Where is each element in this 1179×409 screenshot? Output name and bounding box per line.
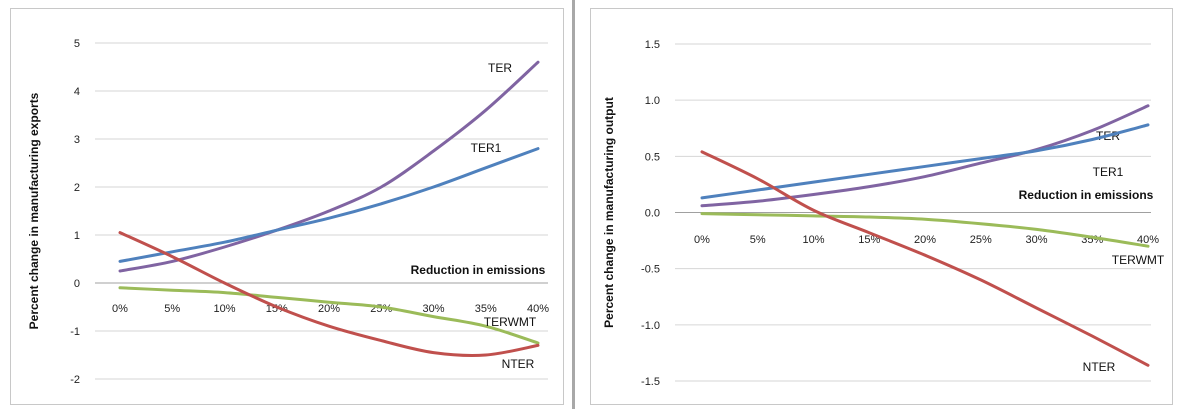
- left-ytick-label-5: 3: [74, 134, 80, 146]
- right-ytick-label-6: 1.5: [645, 39, 660, 51]
- left-ytick-label-4: 2: [74, 182, 80, 194]
- right-xtick-label-0: 0%: [694, 234, 710, 246]
- left-y-axis-label: Percent change in manufacturing exports: [27, 92, 41, 329]
- right-xtick-label-3: 15%: [858, 234, 880, 246]
- left-ytick-label-3: 1: [74, 230, 80, 242]
- panel-divider: [572, 0, 575, 409]
- left-series-label-terwmt: TERWMT: [484, 315, 537, 329]
- right-xtick-label-8: 40%: [1137, 234, 1159, 246]
- right-x-axis-label: Reduction in emissions: [1019, 188, 1154, 202]
- left-xtick-label-0: 0%: [112, 303, 128, 315]
- left-ytick-label-0: -2: [70, 374, 80, 386]
- left-xtick-label-4: 20%: [318, 303, 340, 315]
- left-xtick-label-1: 5%: [164, 303, 180, 315]
- right-chart-svg: -1.5 -1.0 -0.5 0.0 0.5 1.0 1.5 0% 5% 10% 15% 20% 25%…: [602, 39, 1165, 388]
- left-ytick-label-2: 0: [74, 278, 80, 290]
- left-xtick-label-7: 35%: [475, 303, 497, 315]
- left-xtick-label-6: 30%: [422, 303, 444, 315]
- left-chart-frame: [10, 8, 564, 405]
- right-xtick-label-2: 10%: [802, 234, 824, 246]
- right-series-label-nter: NTER: [1083, 360, 1116, 374]
- left-series-line-ter: [118, 60, 540, 273]
- left-ytick-label-7: 5: [74, 38, 80, 50]
- right-xtick-label-5: 25%: [970, 234, 992, 246]
- right-series-label-terwmt: TERWMT: [1112, 253, 1165, 267]
- right-ytick-label-3: 0.0: [645, 208, 660, 220]
- left-xtick-label-8: 40%: [527, 303, 549, 315]
- right-ytick-label-4: 0.5: [645, 151, 660, 163]
- left-series-label-ter: TER: [488, 61, 512, 75]
- left-series-line-terwmt: [118, 286, 540, 345]
- left-series-line-nter: [118, 231, 540, 357]
- right-chart-panel: -1.5 -1.0 -0.5 0.0 0.5 1.0 1.5 0% 5% 10% 15% 20% 25%…: [580, 0, 1179, 409]
- right-series-line-ter: [700, 104, 1150, 208]
- right-ytick-label-2: -0.5: [641, 264, 660, 276]
- left-xtick-label-2: 10%: [213, 303, 235, 315]
- left-ytick-label-6: 4: [74, 86, 80, 98]
- right-y-axis-label: Percent change in manufacturing output: [602, 97, 616, 328]
- right-series-line-nter: [700, 150, 1150, 367]
- left-ytick-label-1: -1: [70, 326, 80, 338]
- right-ytick-label-1: -1.0: [641, 320, 660, 332]
- right-series-line-terwmt: [700, 212, 1150, 248]
- right-xtick-label-1: 5%: [750, 234, 766, 246]
- right-series-label-ter1: TER1: [1093, 165, 1124, 179]
- left-x-axis-label: Reduction in emissions: [411, 263, 546, 277]
- right-ytick-label-0: -1.5: [641, 376, 660, 388]
- right-chart-frame: [590, 8, 1173, 405]
- left-series-label-nter: NTER: [502, 357, 535, 371]
- left-series-label-ter1: TER1: [471, 141, 502, 155]
- right-xtick-label-6: 30%: [1025, 234, 1047, 246]
- left-series-line-ter1: [118, 147, 540, 263]
- right-xtick-label-4: 20%: [914, 234, 936, 246]
- right-ytick-label-5: 1.0: [645, 95, 660, 107]
- left-chart-panel: -2 -1 0 1 2 3 4 5 0% 5% 10% 15% 20% 25% 30% 35% 40% Perce…: [0, 0, 570, 409]
